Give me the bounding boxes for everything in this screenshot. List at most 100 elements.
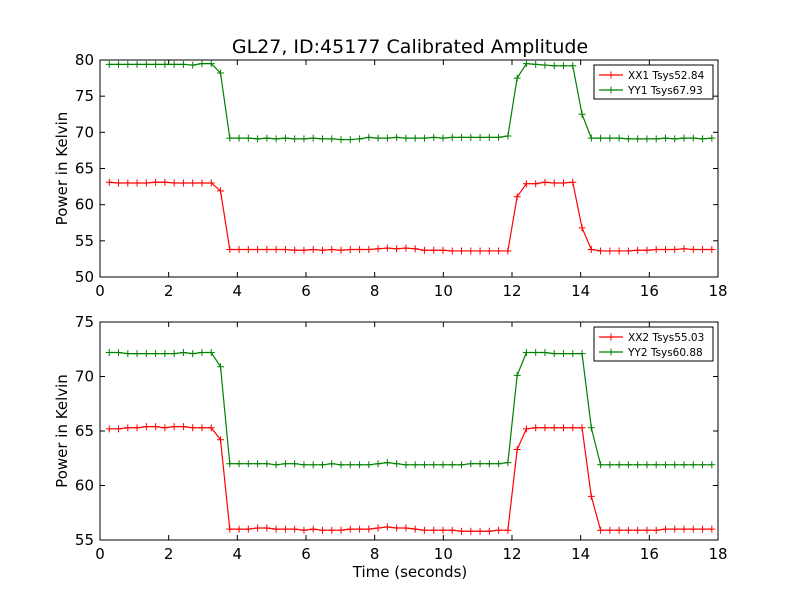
data-point	[485, 527, 493, 535]
data-point	[365, 525, 373, 533]
data-point	[661, 134, 669, 142]
data-point	[189, 179, 197, 187]
data-point	[383, 523, 391, 531]
data-point	[652, 135, 660, 143]
data-point	[281, 525, 289, 533]
data-point	[550, 424, 558, 432]
data-point	[495, 460, 503, 468]
data-point	[467, 527, 475, 535]
data-point	[217, 363, 225, 371]
data-point	[430, 461, 438, 469]
data-point	[634, 246, 642, 254]
data-point	[383, 134, 391, 142]
data-point	[689, 134, 697, 142]
data-point	[513, 446, 521, 454]
data-point	[365, 133, 373, 141]
data-point	[680, 461, 688, 469]
data-point	[383, 244, 391, 252]
legend-box	[593, 326, 714, 362]
data-point	[244, 134, 252, 142]
data-point	[161, 178, 169, 186]
y-tick-label: 75	[75, 313, 94, 331]
data-point	[485, 133, 493, 141]
data-point	[495, 133, 503, 141]
data-point	[634, 526, 642, 534]
data-point	[207, 424, 215, 432]
data-point	[142, 423, 150, 431]
data-point	[115, 60, 123, 68]
data-point	[532, 60, 540, 68]
data-point	[374, 460, 382, 468]
data-point	[115, 349, 123, 357]
data-point	[374, 524, 382, 532]
data-point	[346, 525, 354, 533]
data-point	[430, 133, 438, 141]
data-point	[671, 461, 679, 469]
y-axis-label: Power in Kelvin	[53, 374, 71, 488]
data-point	[328, 135, 336, 143]
data-point	[485, 247, 493, 255]
data-point	[504, 132, 512, 140]
x-tick-label: 12	[502, 282, 521, 300]
data-point	[124, 179, 132, 187]
data-point	[152, 423, 160, 431]
data-point	[411, 245, 419, 253]
y-tick-label: 60	[75, 477, 94, 495]
data-point	[142, 179, 150, 187]
data-point	[624, 135, 632, 143]
data-point	[458, 133, 466, 141]
data-point	[448, 461, 456, 469]
data-point	[578, 224, 586, 232]
data-point	[356, 135, 364, 143]
data-point	[161, 60, 169, 68]
data-point	[281, 134, 289, 142]
data-point	[532, 424, 540, 432]
data-point	[254, 460, 262, 468]
data-point	[170, 423, 178, 431]
data-point	[189, 350, 197, 358]
data-point	[356, 246, 364, 254]
data-point	[263, 134, 271, 142]
data-point	[439, 526, 447, 534]
data-point	[124, 60, 132, 68]
data-point	[152, 178, 160, 186]
data-point	[578, 350, 586, 358]
y-tick-label: 65	[75, 160, 94, 178]
data-point	[513, 74, 521, 82]
data-point	[560, 62, 567, 70]
data-point	[346, 136, 354, 144]
data-point	[152, 60, 160, 68]
data-point	[504, 459, 512, 467]
y-tick-label: 60	[75, 196, 94, 214]
data-point	[550, 62, 558, 70]
y-tick-label: 55	[75, 232, 94, 250]
x-tick-label: 6	[301, 545, 311, 563]
data-point	[337, 246, 345, 254]
data-point	[198, 179, 206, 187]
data-point	[383, 459, 391, 467]
data-point	[263, 460, 271, 468]
data-point	[541, 61, 549, 69]
data-point	[300, 246, 308, 254]
data-point	[624, 461, 632, 469]
data-point	[671, 525, 679, 533]
data-point	[680, 525, 688, 533]
series-1	[105, 178, 716, 255]
data-point	[606, 461, 614, 469]
data-point	[291, 135, 299, 143]
y-tick-label: 75	[75, 87, 94, 105]
legend-marker	[607, 348, 615, 356]
data-point	[207, 60, 215, 68]
data-point	[615, 247, 623, 255]
data-point	[244, 460, 252, 468]
data-point	[680, 245, 688, 253]
legend-marker	[607, 71, 615, 79]
series-2	[105, 60, 716, 144]
data-point	[476, 247, 484, 255]
data-point	[365, 246, 373, 254]
data-point	[578, 110, 586, 118]
data-point	[411, 134, 419, 142]
data-point	[272, 525, 280, 533]
data-point	[189, 424, 197, 432]
data-point	[161, 350, 169, 358]
